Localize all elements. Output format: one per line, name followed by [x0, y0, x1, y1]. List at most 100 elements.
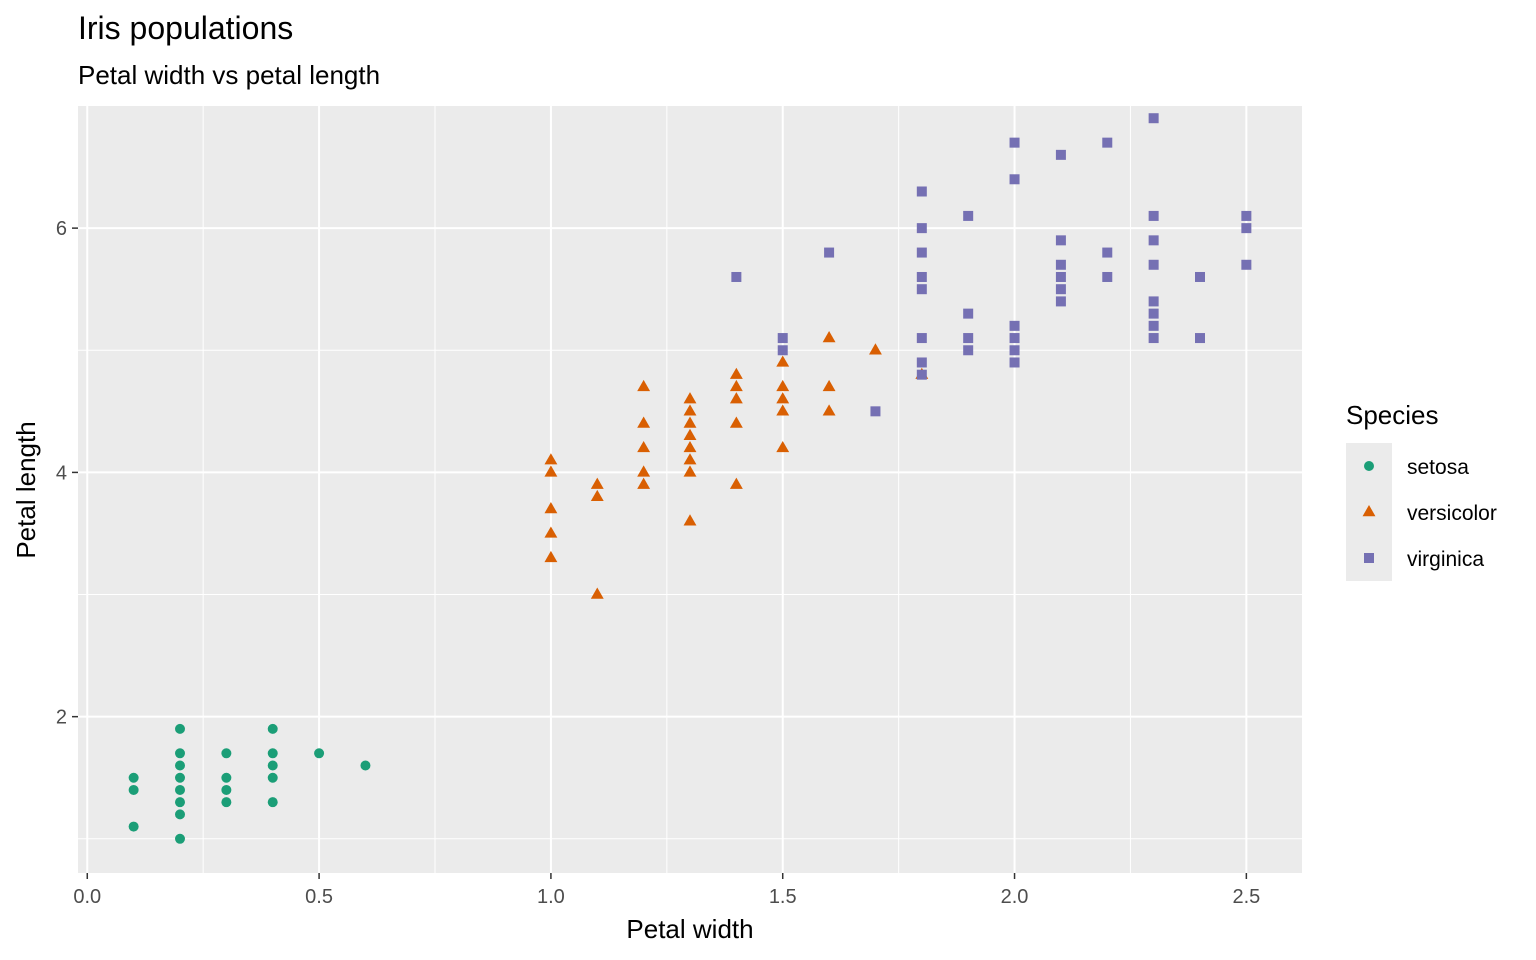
legend-label-virginica: virginica [1407, 548, 1484, 571]
virginica-point [777, 333, 788, 344]
setosa-point [267, 797, 278, 808]
versicolor-point [637, 416, 651, 428]
virginica-point [1055, 284, 1066, 295]
virginica-point [1148, 259, 1159, 270]
virginica-point [1055, 149, 1066, 160]
versicolor-point [637, 440, 651, 453]
x-tick-label: 0.0 [73, 886, 101, 908]
versicolor-point [544, 526, 558, 538]
virginica-point [1009, 333, 1020, 344]
virginica-point [1055, 259, 1066, 270]
setosa-point [267, 748, 278, 759]
virginica-point [1241, 210, 1252, 221]
versicolor-point [869, 343, 882, 355]
setosa-point [128, 772, 139, 783]
virginica-point [1241, 223, 1252, 234]
setosa-point [221, 784, 232, 795]
virginica-point [1102, 137, 1113, 148]
setosa-point [128, 821, 139, 832]
virginica-point [1102, 271, 1113, 282]
versicolor-point [637, 379, 651, 392]
virginica-point [1102, 247, 1113, 258]
virginica-point [1148, 308, 1159, 319]
versicolor-point [776, 392, 790, 404]
versicolor-point [637, 465, 651, 477]
virginica-point [1195, 271, 1205, 282]
versicolor-point [776, 379, 790, 392]
x-tick-label: 0.5 [305, 886, 333, 908]
setosa-point [221, 772, 232, 783]
versicolor-point [544, 550, 558, 563]
versicolor-point [590, 477, 604, 489]
virginica-point [916, 369, 927, 380]
versicolor-point [544, 453, 558, 465]
virginica-point [963, 210, 974, 221]
virginica-point [1241, 259, 1252, 270]
chart-subtitle: Petal width vs petal length [78, 60, 380, 90]
legend-key-versicolor [1362, 505, 1376, 517]
minor-gridlines [78, 106, 1302, 873]
setosa-point [267, 772, 278, 783]
versicolor-point [637, 477, 651, 489]
setosa-point [314, 748, 325, 759]
versicolor-point [729, 477, 743, 489]
legend: Species setosa versicolor virginica [1346, 400, 1497, 581]
versicolor-point [776, 404, 790, 416]
setosa-point [175, 797, 185, 808]
setosa-point [175, 748, 185, 759]
legend-label-versicolor: versicolor [1407, 502, 1497, 525]
versicolor-point [590, 587, 604, 599]
virginica-point [1055, 271, 1066, 282]
virginica-point [1055, 235, 1066, 246]
virginica-point [1195, 333, 1205, 344]
versicolor-point [729, 416, 743, 428]
versicolor-point [683, 465, 697, 477]
virginica-point [916, 357, 927, 368]
x-tick-label: 1.0 [537, 886, 565, 908]
virginica-point [1009, 357, 1020, 368]
virginica-point [870, 406, 881, 417]
virginica-point [963, 345, 974, 356]
virginica-point [1148, 113, 1159, 124]
virginica-point [1009, 320, 1020, 331]
setosa-point [175, 723, 185, 734]
legend-key-virginica [1364, 553, 1374, 563]
virginica-point [1009, 345, 1020, 356]
versicolor-point [729, 379, 743, 392]
virginica-point [916, 223, 927, 234]
versicolor-point [729, 367, 743, 379]
y-tick-label: 2 [56, 707, 67, 729]
virginica-point [916, 247, 927, 258]
versicolor-point [822, 404, 836, 416]
virginica-point [916, 333, 927, 344]
virginica-point [1055, 296, 1066, 307]
data-points [128, 113, 1252, 844]
versicolor-point [776, 355, 790, 367]
setosa-point [175, 833, 185, 844]
y-axis: 2 4 6 [56, 218, 78, 729]
versicolor-point [590, 489, 604, 502]
versicolor-point [683, 392, 697, 404]
versicolor-point [683, 453, 697, 465]
x-tick-label: 2.5 [1232, 886, 1260, 908]
versicolor-point [822, 331, 836, 343]
x-axis: 0.0 0.5 1.0 1.5 2.0 2.5 [73, 873, 1260, 908]
versicolor-point [683, 440, 697, 453]
virginica-point [916, 186, 927, 197]
virginica-point [916, 271, 927, 282]
setosa-point [267, 723, 278, 734]
setosa-point [360, 760, 371, 771]
virginica-point [916, 284, 927, 295]
setosa-point [221, 748, 232, 759]
versicolor-point [544, 465, 558, 477]
x-axis-title: Petal width [626, 914, 753, 944]
versicolor-point [776, 440, 790, 453]
setosa-point [128, 784, 139, 795]
versicolor-point [683, 404, 697, 416]
virginica-point [824, 247, 835, 258]
versicolor-point [683, 428, 697, 440]
setosa-point [175, 784, 185, 795]
virginica-point [963, 333, 974, 344]
plot-panel [78, 106, 1302, 873]
